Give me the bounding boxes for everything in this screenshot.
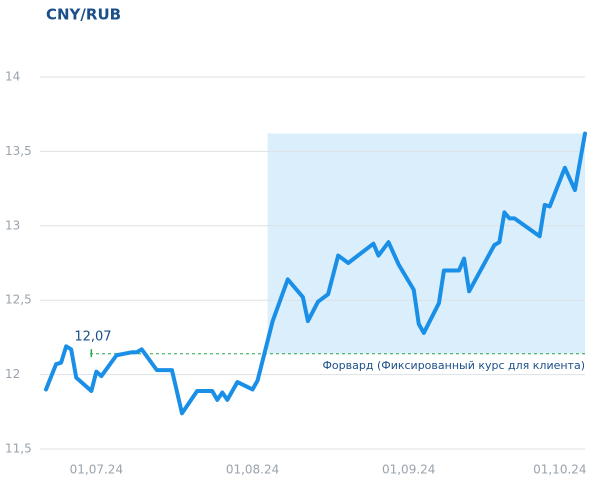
chart-title: CNY/RUB bbox=[46, 6, 121, 24]
y-tick-label: 12 bbox=[5, 367, 20, 381]
x-tick-label: 01,09.24 bbox=[382, 463, 435, 477]
x-tick-label: 01,10.24 bbox=[533, 463, 586, 477]
y-tick-label: 12,5 bbox=[5, 293, 32, 307]
y-tick-label: 13 bbox=[5, 218, 20, 232]
y-tick-label: 14 bbox=[5, 70, 20, 84]
x-tick-label: 01,07.24 bbox=[70, 463, 123, 477]
annotation-label: 12,07 bbox=[74, 330, 111, 345]
y-tick-label: 13,5 bbox=[5, 144, 32, 158]
highlight-region bbox=[267, 133, 585, 354]
x-tick-label: 01,08.24 bbox=[226, 463, 279, 477]
price-line bbox=[44, 131, 587, 416]
forward-label: Форвард (Фиксированный курс для клиента) bbox=[322, 359, 585, 372]
y-tick-label: 11,5 bbox=[5, 442, 32, 456]
